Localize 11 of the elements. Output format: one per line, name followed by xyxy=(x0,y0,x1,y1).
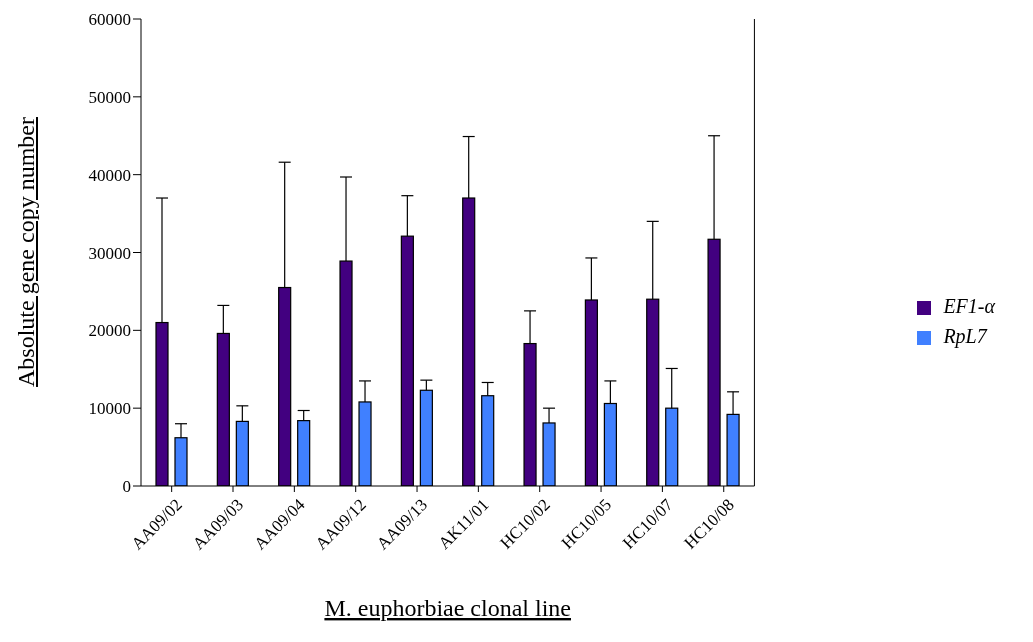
y-tick-label: 60000 xyxy=(88,10,131,30)
y-tick-label: 10000 xyxy=(88,399,131,419)
y-tick-label: 50000 xyxy=(88,87,131,107)
y-tick-label: 40000 xyxy=(88,165,131,185)
y-tick-label: 20000 xyxy=(88,321,131,341)
x-axis-title: M. euphorbiae clonal line xyxy=(324,595,571,621)
legend-label: EF1-α xyxy=(943,295,995,317)
y-tick-label: 30000 xyxy=(88,243,131,263)
legend-label: RpL7 xyxy=(943,325,987,347)
y-axis-title: Absolute gene copy number xyxy=(12,117,40,387)
y-tick-label: 0 xyxy=(122,477,131,497)
